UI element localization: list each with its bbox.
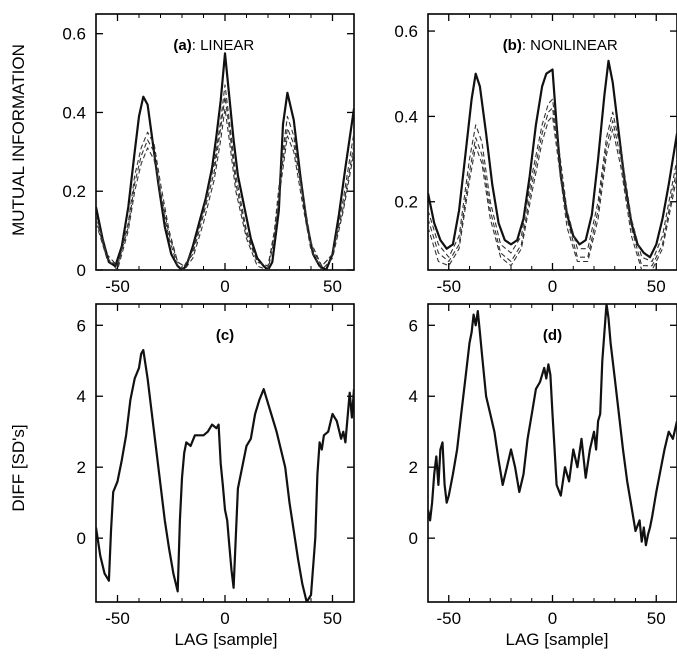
panel-tag-id: (a) (173, 37, 191, 54)
panel-a: -50 0 50 0 0.2 0.4 0.6 (a): LINEAR (62, 13, 355, 296)
series-group (96, 349, 354, 602)
series-line-dashed (96, 96, 354, 267)
panel-label: (c) (216, 327, 234, 344)
panel-label: (a): LINEAR (173, 37, 254, 54)
panel-title: : LINEAR (192, 37, 255, 54)
plot-frame (427, 303, 677, 603)
y-tick-label: 6 (409, 316, 418, 335)
panel-label: (d) (543, 327, 562, 344)
series-line-dashed (428, 115, 677, 270)
series-line-solid (428, 304, 677, 547)
y-tick-label: 0 (409, 529, 418, 548)
series-group (428, 59, 677, 270)
x-tick-label: -50 (105, 277, 130, 296)
panel-tag-id: (b) (503, 37, 522, 54)
y-tick-label: 2 (409, 458, 418, 477)
panel-title: : NONLINEAR (522, 37, 618, 54)
y-tick-label: 0.6 (394, 22, 418, 41)
series-line-solid (428, 59, 677, 259)
xlabel-right: LAG [sample] (506, 630, 609, 649)
series-line-dashed (96, 84, 354, 267)
y-tick-label: 0 (77, 261, 86, 280)
series-group (428, 304, 677, 547)
x-tick-label: 50 (323, 609, 342, 628)
x-tick-label: -50 (436, 609, 461, 628)
panel-b: -50 0 50 0.2 0.4 0.6 (b): NONLINEAR (394, 13, 677, 296)
plot-frame (95, 303, 355, 603)
series-line-solid (96, 349, 354, 602)
x-tick-label: 0 (548, 277, 557, 296)
panel-d: -50 0 50 0 2 4 6 (d) (409, 303, 677, 628)
x-tick-label: -50 (436, 277, 461, 296)
x-tick-label: 0 (220, 277, 229, 296)
y-tick-label: 0.4 (62, 103, 86, 122)
y-tick-label: 0.4 (394, 107, 418, 126)
series-line-solid (96, 52, 354, 270)
y-tick-label: 0.6 (62, 25, 86, 44)
panel-tag-id: (d) (543, 327, 562, 344)
y-tick-label: 4 (409, 387, 418, 406)
x-tick-label: 0 (220, 609, 229, 628)
x-tick-label: -50 (105, 609, 130, 628)
series-line-dashed (428, 107, 677, 267)
x-tick-label: 50 (323, 277, 342, 296)
ylabel-mutual-information: MUTUAL INFORMATION (9, 44, 28, 236)
y-tick-label: 0.2 (394, 193, 418, 212)
x-tick-label: 50 (647, 609, 666, 628)
y-tick-label: 6 (77, 316, 86, 335)
series-group (96, 52, 354, 270)
panel-label: (b): NONLINEAR (503, 37, 618, 54)
y-tick-label: 2 (77, 458, 86, 477)
series-line-dashed (96, 107, 354, 270)
panel-tag-id: (c) (216, 327, 234, 344)
y-tick-label: 0.2 (62, 182, 86, 201)
ylabel-diff: DIFF [SD's] (9, 424, 28, 511)
y-tick-label: 0 (77, 529, 86, 548)
panel-c: -50 0 50 0 2 4 6 (c) (77, 303, 355, 628)
y-tick-label: 4 (77, 387, 86, 406)
x-tick-label: 50 (647, 277, 666, 296)
xlabel-left: LAG [sample] (175, 630, 278, 649)
x-tick-label: 0 (548, 609, 557, 628)
series-line-dashed (428, 98, 677, 263)
